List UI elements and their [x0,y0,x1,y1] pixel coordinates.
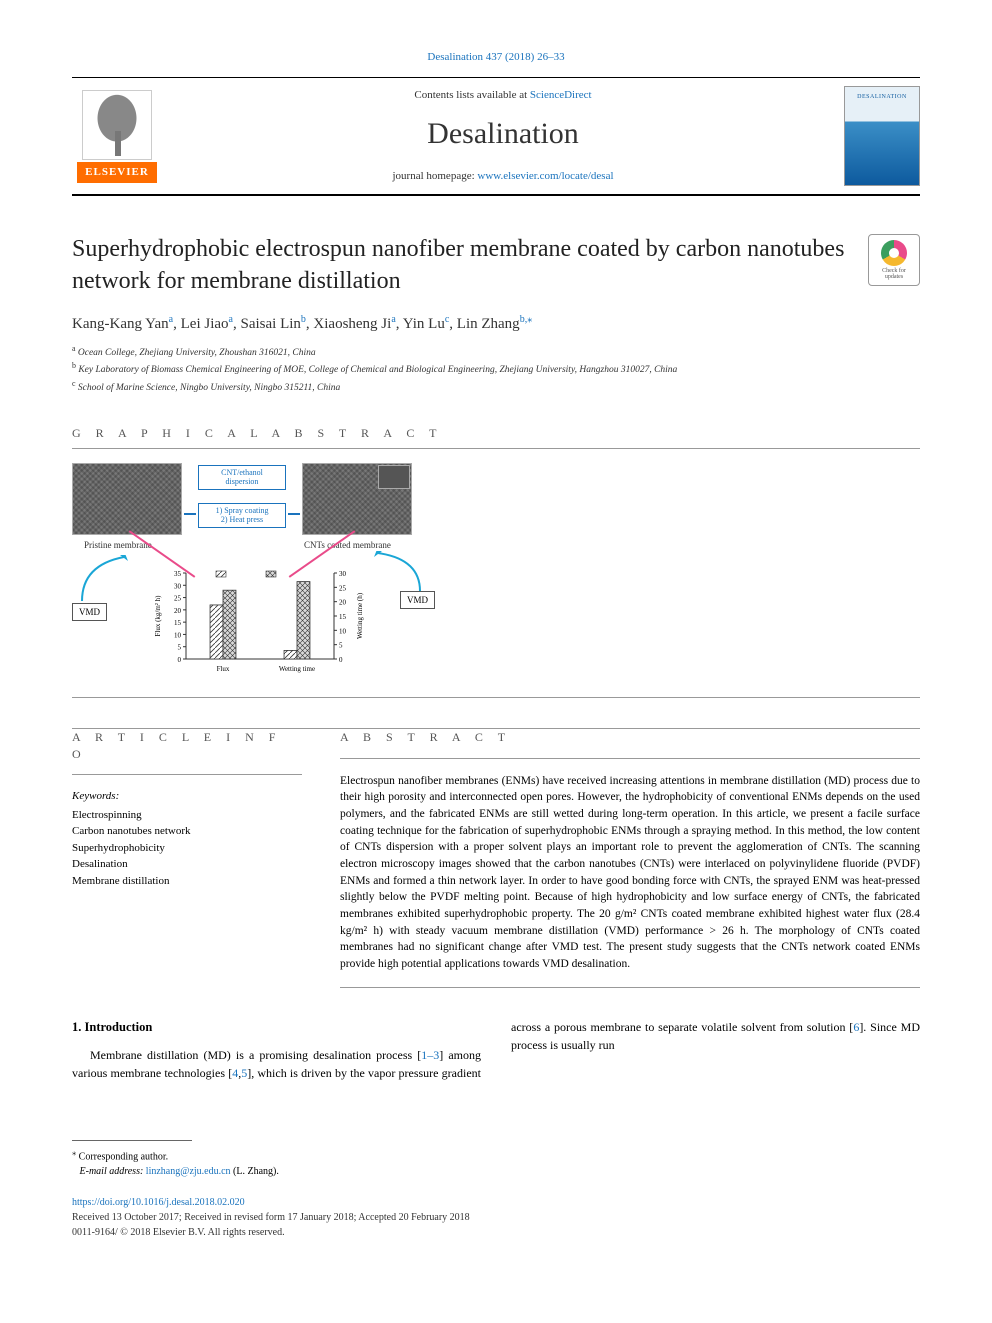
vmd-curve-right-icon [372,551,432,603]
homepage-prefix: journal homepage: [392,170,477,182]
vmd-curve-left-icon [74,555,134,615]
body-text: 1. Introduction Membrane distillation (M… [72,1018,920,1083]
svg-text:Wetting time: Wetting time [279,665,315,673]
abstract-text: Electrospun nanofiber membranes (ENMs) h… [340,773,920,973]
check-updates-line2: updates [885,274,903,280]
journal-masthead: ELSEVIER Contents lists available at Sci… [72,77,920,196]
corr-email-link[interactable]: linzhang@zju.edu.cn [146,1166,231,1177]
svg-text:10: 10 [174,631,182,639]
process-arrow-icon [184,513,196,515]
svg-text:Wetting time (h): Wetting time (h) [356,592,364,639]
email-author: (L. Zhang). [231,1166,279,1177]
ref-1-3-link[interactable]: 1–3 [421,1048,439,1062]
corr-text: Corresponding author. [79,1152,168,1163]
doi-block: https://doi.org/10.1016/j.desal.2018.02.… [72,1195,920,1240]
check-updates-badge[interactable]: Check for updates [868,234,920,286]
affiliations: a Ocean College, Zhejiang University, Zh… [72,343,920,395]
svg-text:35: 35 [174,570,182,578]
svg-text:25: 25 [339,584,347,592]
corr-symbol: ⁎ [72,1148,76,1157]
author-list: Kang-Kang Yana, Lei Jiaoa, Saisai Linb, … [72,313,920,335]
svg-text:30: 30 [174,582,182,590]
svg-text:10: 10 [339,627,347,635]
contents-list-line: Contents lists available at ScienceDirec… [162,88,844,103]
check-updates-line1: Check for [882,268,906,274]
elsevier-tree-icon [82,90,152,160]
graphical-abstract-figure: CNT/ethanol dispersion 1) Spray coating … [72,463,432,683]
doi-link[interactable]: https://doi.org/10.1016/j.desal.2018.02.… [72,1197,245,1208]
section-1-heading: 1. Introduction [72,1018,481,1037]
article-history: Received 13 October 2017; Received in re… [72,1212,470,1223]
sem-coated-inset [378,465,410,489]
ga-bar-chart: 0 5 10 15 20 25 30 35 0 5 10 15 20 25 30 Flux (kg/m² h)… [150,563,370,683]
svg-text:20: 20 [174,607,182,615]
keywords-heading: Keywords: [72,789,302,804]
coated-label: CNTs coated membrane [304,539,391,552]
intro-part1: Membrane distillation (MD) is a promisin… [90,1048,412,1062]
sciencedirect-link[interactable]: ScienceDirect [530,89,592,101]
svg-text:Flux (kg/m² h): Flux (kg/m² h) [154,595,162,637]
copyright-line: 0011-9164/ © 2018 Elsevier B.V. All righ… [72,1227,285,1238]
crossmark-icon [881,240,907,266]
homepage-line: journal homepage: www.elsevier.com/locat… [162,169,844,184]
graphical-abstract-heading: G R A P H I C A L A B S T R A C T [72,425,920,449]
cover-thumb-title: DESALINATION [857,93,907,101]
process-arrow-icon [288,513,300,515]
ga-box-line2: dispersion [226,477,259,486]
journal-name: Desalination [162,113,844,155]
ga-step1: 1) Spray coating [216,506,269,515]
corresponding-author-note: ⁎ Corresponding author. E-mail address: … [72,1147,920,1178]
journal-cover-thumbnail: DESALINATION [844,86,920,186]
publisher-logo-block: ELSEVIER [72,90,162,183]
homepage-link[interactable]: www.elsevier.com/locate/desal [477,170,613,182]
svg-text:20: 20 [339,598,347,606]
svg-text:0: 0 [178,656,182,664]
article-info-heading: A R T I C L E I N F O [72,729,302,769]
email-label: E-mail address: [80,1166,146,1177]
svg-text:25: 25 [174,594,182,602]
process-steps-box: 1) Spray coating 2) Heat press [198,503,286,528]
elsevier-wordmark: ELSEVIER [77,162,157,183]
svg-text:Flux: Flux [217,665,230,673]
svg-text:5: 5 [178,643,182,651]
svg-text:15: 15 [174,619,182,627]
svg-text:30: 30 [339,570,347,578]
dispersion-box: CNT/ethanol dispersion [198,465,286,490]
ga-step2: 2) Heat press [221,515,263,524]
abstract-heading: A B S T R A C T [340,729,920,752]
contents-prefix: Contents lists available at [414,89,529,101]
ga-box-line1: CNT/ethanol [221,468,263,477]
svg-text:15: 15 [339,613,347,621]
footnote-separator [72,1140,192,1141]
sem-pristine-image [72,463,182,535]
header-citation: Desalination 437 (2018) 26–33 [72,50,920,65]
svg-text:5: 5 [339,641,343,649]
keywords-list: ElectrospinningCarbon nanotubes networkS… [72,807,302,890]
article-title: Superhydrophobic electrospun nanofiber m… [72,234,848,296]
svg-text:0: 0 [339,656,343,664]
